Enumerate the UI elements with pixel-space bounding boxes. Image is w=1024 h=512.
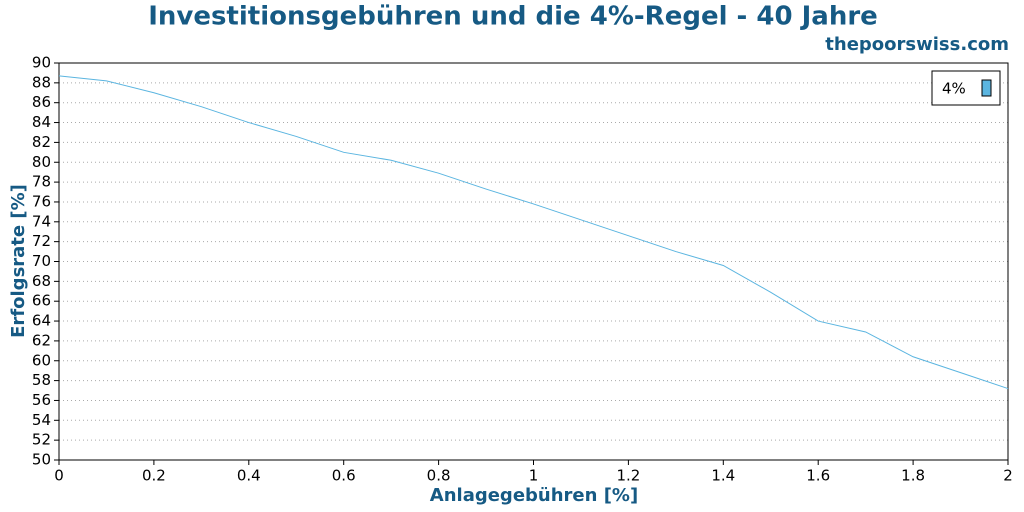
y-tick-label: 84: [32, 113, 51, 131]
x-tick-label: 1: [529, 467, 539, 485]
x-tick-label: 0.2: [142, 467, 166, 485]
chart-subtitle: thepoorswiss.com: [825, 34, 1009, 55]
y-tick-label: 54: [32, 411, 51, 429]
x-tick-label: 0.8: [427, 467, 451, 485]
x-tick-label: 1.8: [901, 467, 925, 485]
y-tick-label: 64: [32, 312, 51, 330]
y-tick-label: 72: [32, 232, 51, 250]
x-axis-label: Anlagegebühren [%]: [430, 485, 638, 506]
y-tick-label: 86: [32, 93, 51, 111]
x-tick-label: 0: [54, 467, 64, 485]
y-tick-label: 90: [32, 54, 51, 72]
y-tick-label: 52: [32, 431, 51, 449]
y-tick-label: 60: [32, 351, 51, 369]
y-tick-label: 62: [32, 331, 51, 349]
y-tick-label: 80: [32, 153, 51, 171]
y-tick-label: 82: [32, 133, 51, 151]
chart-title: Investitionsgebühren und die 4%-Regel - …: [148, 2, 878, 32]
y-tick-label: 56: [32, 391, 51, 409]
y-tick-label: 58: [32, 371, 51, 389]
x-tick-label: 0.6: [332, 467, 356, 485]
x-tick-label: 1.2: [616, 467, 640, 485]
x-tick-label: 1.6: [806, 467, 830, 485]
y-tick-label: 78: [32, 173, 51, 191]
data-line: [58, 75, 1009, 390]
y-tick-label: 66: [32, 292, 51, 310]
x-tick-label: 0.4: [237, 467, 261, 485]
legend-label: 4%: [942, 80, 966, 98]
y-tick-label: 70: [32, 252, 51, 270]
y-tick-label: 76: [32, 192, 51, 210]
y-tick-label: 88: [32, 73, 51, 91]
y-axis-label: Erfolgsrate [%]: [8, 184, 29, 338]
y-tick-label: 74: [32, 212, 51, 230]
y-tick-label: 68: [32, 272, 51, 290]
plot-frame: [58, 62, 1009, 461]
y-tick-label: 50: [32, 451, 51, 469]
x-tick-label: 1.4: [711, 467, 735, 485]
x-tick-label: 2: [1003, 467, 1013, 485]
legend-swatch: [981, 79, 992, 97]
